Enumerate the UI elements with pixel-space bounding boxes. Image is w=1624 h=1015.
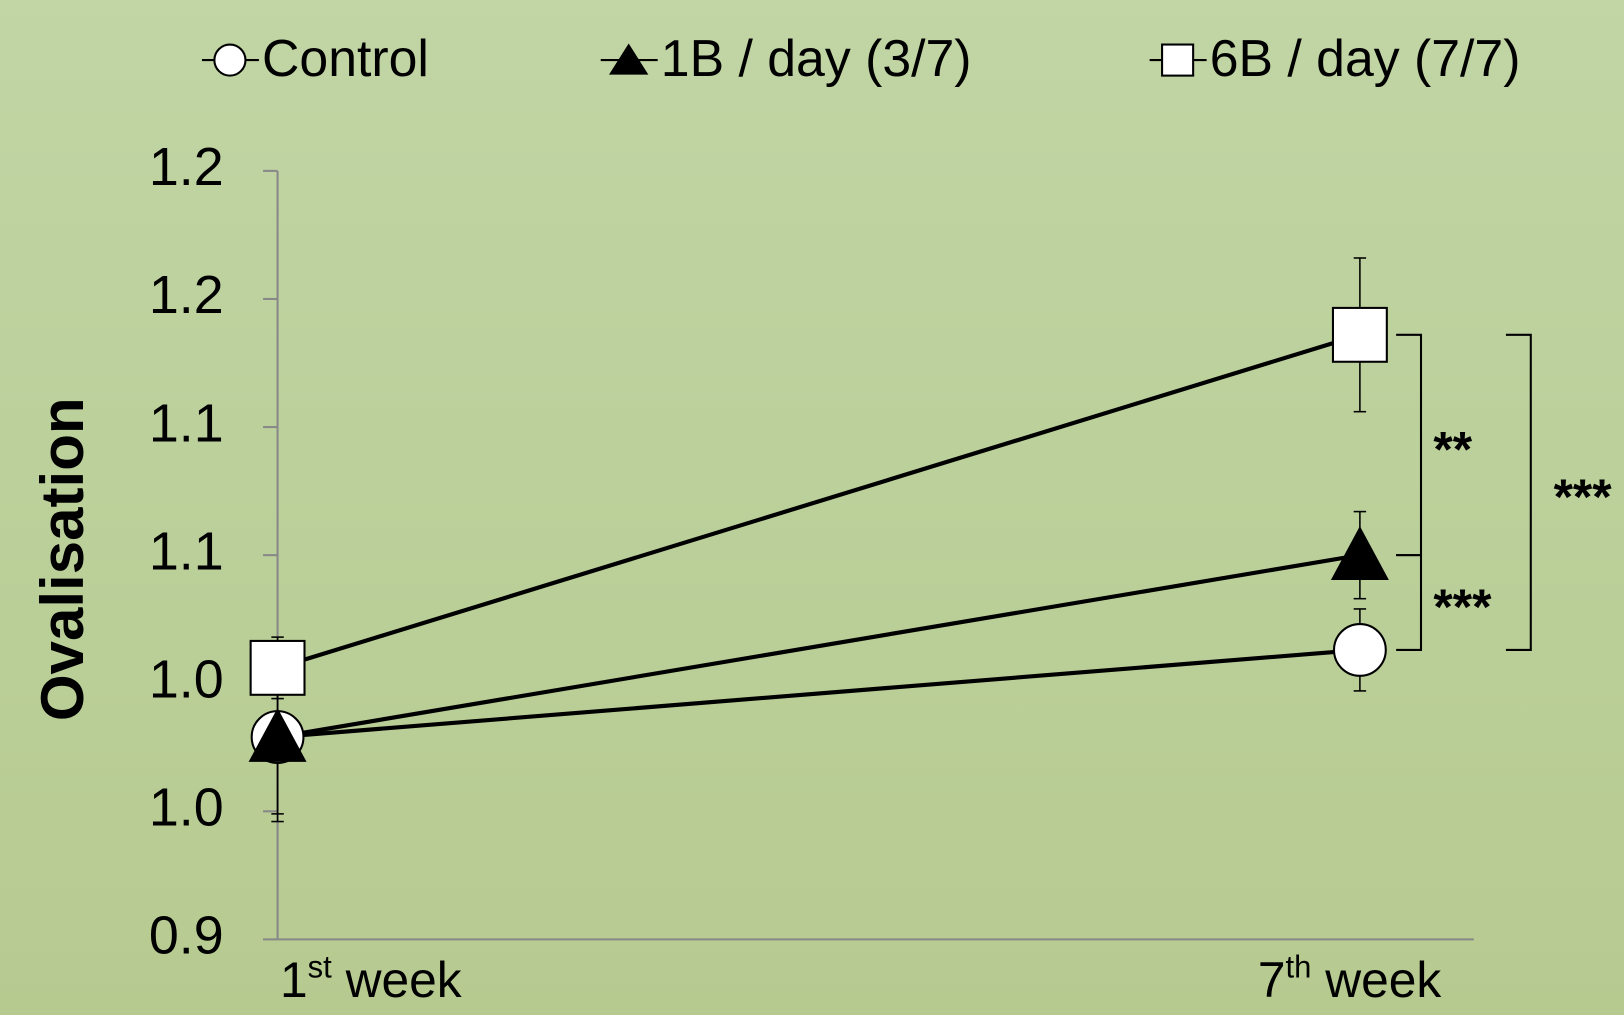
y-tick-label: 0.9 (149, 906, 224, 966)
series-line (276, 332, 1361, 670)
x-tick-label: 7th week (1258, 950, 1442, 1008)
significance-bracket (1396, 333, 1423, 557)
marker (1330, 526, 1389, 580)
y-tick-label: 1.0 (149, 778, 224, 838)
y-tick-label: 1.2 (149, 265, 224, 325)
legend-label: Control (262, 29, 429, 87)
significance-label: ** (1433, 421, 1472, 477)
legend-marker (609, 43, 649, 75)
significance-label: *** (1433, 579, 1492, 635)
x-tick-suffix: th (1285, 950, 1311, 985)
significance-bracket (1505, 333, 1532, 651)
series-line (277, 647, 1361, 740)
legend-marker (1161, 43, 1195, 77)
x-tick-unit: week (1311, 952, 1441, 1008)
marker (248, 708, 307, 762)
x-tick-number: 1 (280, 952, 308, 1008)
y-tick-label: 1.2 (149, 137, 224, 197)
x-tick-label: 1st week (280, 950, 462, 1008)
marker (1332, 622, 1387, 677)
significance-bracket (1396, 554, 1423, 651)
x-tick-unit: week (332, 952, 462, 1008)
legend-label: 6B / day (7/7) (1210, 29, 1521, 87)
x-tick-number: 7 (1258, 952, 1286, 1008)
y-tick-label: 1.0 (149, 649, 224, 709)
y-axis-label: Ovalisation (29, 397, 96, 721)
series-line (277, 553, 1361, 740)
marker (249, 639, 306, 696)
x-tick-suffix: st (308, 950, 333, 985)
y-tick-label: 1.1 (149, 521, 224, 581)
significance-label: *** (1554, 469, 1613, 525)
y-tick-label: 1.1 (149, 393, 224, 453)
legend-label: 1B / day (3/7) (661, 29, 972, 87)
legend-marker (213, 43, 247, 77)
marker (1331, 306, 1388, 363)
